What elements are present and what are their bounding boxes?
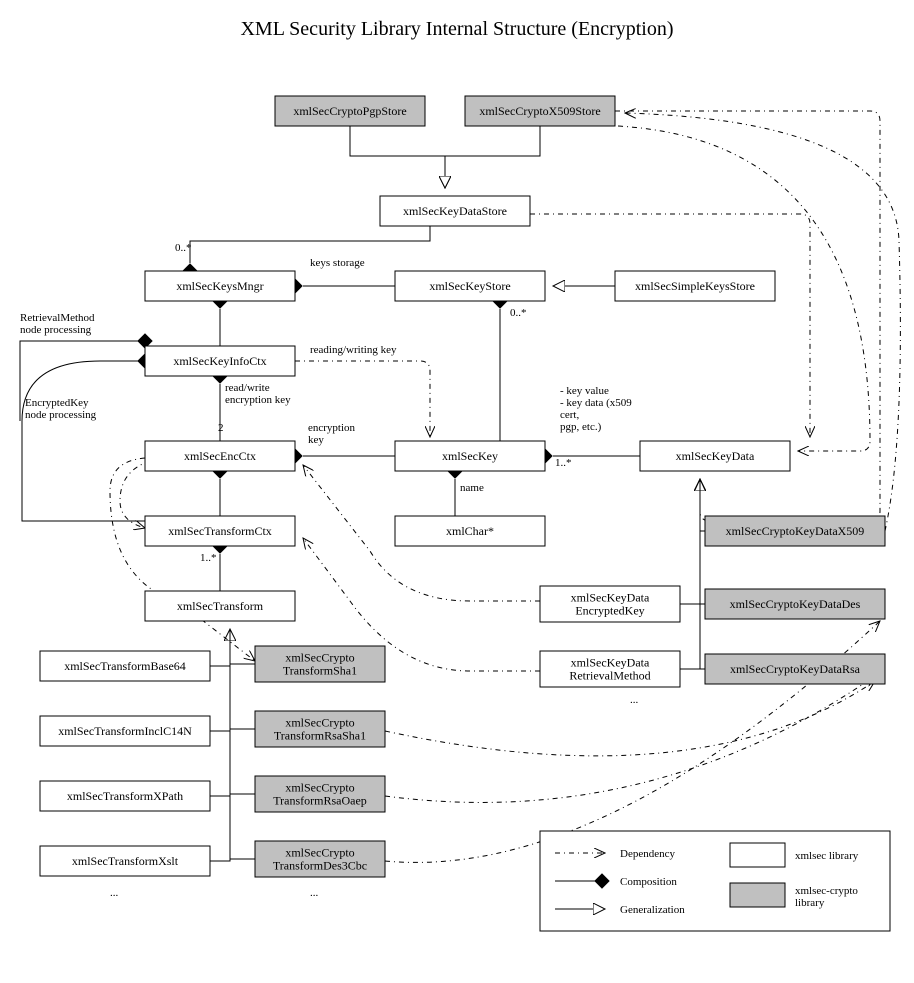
annotation-dots2: ... <box>310 887 319 899</box>
edge-15 <box>210 629 230 796</box>
node-transformCtx: xmlSecTransformCtx <box>145 516 295 546</box>
annotation-two: 2 <box>218 422 224 434</box>
svg-text:xmlSecTransformInclC14N: xmlSecTransformInclC14N <box>58 724 192 738</box>
edge-22 <box>680 479 700 669</box>
svg-text:TransformDes3Cbc: TransformDes3Cbc <box>273 859 367 873</box>
node-encCtx: xmlSecEncCtx <box>145 441 295 471</box>
svg-text:xmlSecCrypto: xmlSecCrypto <box>285 651 354 665</box>
svg-text:xmlSecTransformCtx: xmlSecTransformCtx <box>168 524 272 538</box>
annotation-encKeyProc: node processing <box>25 409 97 421</box>
edge-32 <box>110 458 255 661</box>
annotation-oneStar: 1..* <box>200 552 217 564</box>
svg-text:xmlSecKeyInfoCtx: xmlSecKeyInfoCtx <box>173 354 266 368</box>
diagram-canvas: xmlSecCryptoPgpStore xmlSecCryptoX509Stor… <box>0 41 914 981</box>
svg-text:xmlSecKeyDataStore: xmlSecKeyDataStore <box>403 204 507 218</box>
svg-text:xmlSecTransformXslt: xmlSecTransformXslt <box>72 854 179 868</box>
node-cRsaOaep: xmlSecCryptoTransformRsaOaep <box>255 776 385 812</box>
node-keyData: xmlSecKeyData <box>640 441 790 471</box>
svg-text:EncryptedKey: EncryptedKey <box>575 604 644 618</box>
node-pgpStore: xmlSecCryptoPgpStore <box>275 96 425 126</box>
svg-text:TransformRsaOaep: TransformRsaOaep <box>273 794 367 808</box>
node-cryptoKDDes: xmlSecCryptoKeyDataDes <box>705 589 885 619</box>
svg-text:xmlSecCryptoPgpStore: xmlSecCryptoPgpStore <box>293 104 406 118</box>
edge-37 <box>22 361 145 521</box>
annotation-readingWriting: reading/writing key <box>310 344 397 356</box>
annotation-keysStorage: keys storage <box>310 257 365 269</box>
svg-text:TransformSha1: TransformSha1 <box>283 664 357 678</box>
node-cryptoKDRsa: xmlSecCryptoKeyDataRsa <box>705 654 885 684</box>
annotation-encKey: encryption <box>308 422 356 434</box>
node-cryptoKDX509: xmlSecCryptoKeyDataX509 <box>705 516 885 546</box>
svg-text:xmlSecCrypto: xmlSecCrypto <box>285 781 354 795</box>
svg-text:xmlSecKeyData: xmlSecKeyData <box>571 591 650 605</box>
edge-1 <box>445 126 540 188</box>
svg-text:xmlSecCryptoX509Store: xmlSecCryptoX509Store <box>479 104 600 118</box>
svg-text:xmlSecCrypto: xmlSecCrypto <box>285 716 354 730</box>
svg-text:xmlSecTransform: xmlSecTransform <box>177 599 264 613</box>
edge-34 <box>385 681 875 756</box>
annotation-keyValNote: pgp, etc.) <box>560 421 602 433</box>
node-cSha1: xmlSecCryptoTransformSha1 <box>255 646 385 682</box>
node-tXslt: xmlSecTransformXslt <box>40 846 210 876</box>
edge-16 <box>210 629 230 861</box>
svg-text:xmlSecTransformXPath: xmlSecTransformXPath <box>67 789 183 803</box>
node-x509Store: xmlSecCryptoX509Store <box>465 96 615 126</box>
annotation-encKeyProc: EncryptedKey <box>25 397 89 409</box>
node-tC14N: xmlSecTransformInclC14N <box>40 716 210 746</box>
annotation-keyValNote: - key data (x509 <box>560 397 632 409</box>
diagram-title: XML Security Library Internal Structure … <box>0 0 914 41</box>
annotation-zeroStar2: 0..* <box>510 307 527 319</box>
svg-text:xmlChar*: xmlChar* <box>446 524 494 538</box>
node-keyStore: xmlSecKeyStore <box>395 271 545 301</box>
svg-text:Dependency: Dependency <box>620 848 675 860</box>
annotation-keyValNote: cert, <box>560 409 579 421</box>
svg-text:xmlsec library: xmlsec library <box>795 850 859 862</box>
node-keyInfoCtx: xmlSecKeyInfoCtx <box>145 346 295 376</box>
svg-text:xmlSecCryptoKeyDataX509: xmlSecCryptoKeyDataX509 <box>726 524 865 538</box>
svg-text:RetrievalMethod: RetrievalMethod <box>569 669 650 683</box>
svg-text:xmlSecSimpleKeysStore: xmlSecSimpleKeysStore <box>635 279 755 293</box>
node-kdRetr: xmlSecKeyDataRetrievalMethod <box>540 651 680 687</box>
svg-text:TransformRsaSha1: TransformRsaSha1 <box>274 729 366 743</box>
node-kdEncKey: xmlSecKeyDataEncryptedKey <box>540 586 680 622</box>
node-xmlChar: xmlChar* <box>395 516 545 546</box>
annotation-retrProc: node processing <box>20 324 92 336</box>
node-simpleKeysStore: xmlSecSimpleKeysStore <box>615 271 775 301</box>
svg-text:xmlSecCryptoKeyDataRsa: xmlSecCryptoKeyDataRsa <box>730 662 861 676</box>
annotation-oneStar2: 1..* <box>555 457 572 469</box>
node-cDes3: xmlSecCryptoTransformDes3Cbc <box>255 841 385 877</box>
node-tB64: xmlSecTransformBase64 <box>40 651 210 681</box>
svg-text:xmlSecKeyStore: xmlSecKeyStore <box>429 279 510 293</box>
annotation-keyValNote: - key value <box>560 385 609 397</box>
svg-text:xmlSecEncCtx: xmlSecEncCtx <box>184 449 256 463</box>
svg-text:xmlSecKeyData: xmlSecKeyData <box>571 656 650 670</box>
node-keysMngr: xmlSecKeysMngr <box>145 271 295 301</box>
annotation-encKey: key <box>308 434 324 446</box>
svg-text:xmlSecKeyData: xmlSecKeyData <box>676 449 755 463</box>
svg-text:xmlsec-crypto: xmlsec-crypto <box>795 885 858 897</box>
annotation-dots1: ... <box>110 887 119 899</box>
svg-text:xmlSecKeysMngr: xmlSecKeysMngr <box>176 279 263 293</box>
svg-text:xmlSecKey: xmlSecKey <box>442 449 498 463</box>
edge-21 <box>680 479 700 604</box>
svg-text:Composition: Composition <box>620 876 677 888</box>
svg-text:xmlSecTransformBase64: xmlSecTransformBase64 <box>64 659 186 673</box>
node-key: xmlSecKey <box>395 441 545 471</box>
annotation-zeroStar1: 0..* <box>175 242 192 254</box>
node-keyDataStore: xmlSecKeyDataStore <box>380 196 530 226</box>
edge-14 <box>210 629 230 731</box>
node-tXPath: xmlSecTransformXPath <box>40 781 210 811</box>
svg-text:xmlSecCrypto: xmlSecCrypto <box>285 846 354 860</box>
annotation-retrProc: RetrievalMethod <box>20 312 95 324</box>
svg-text:xmlSecCryptoKeyDataDes: xmlSecCryptoKeyDataDes <box>730 597 861 611</box>
annotation-name: name <box>460 482 484 494</box>
annotation-readWriteEncKey: encryption key <box>225 394 291 406</box>
svg-text:library: library <box>795 897 825 909</box>
annotation-readWriteEncKey: read/write <box>225 382 270 394</box>
node-transform: xmlSecTransform <box>145 591 295 621</box>
node-cRsaSha1: xmlSecCryptoTransformRsaSha1 <box>255 711 385 747</box>
edge-0 <box>350 126 445 188</box>
annotation-dots3: ... <box>630 694 639 706</box>
svg-text:Generalization: Generalization <box>620 904 685 916</box>
